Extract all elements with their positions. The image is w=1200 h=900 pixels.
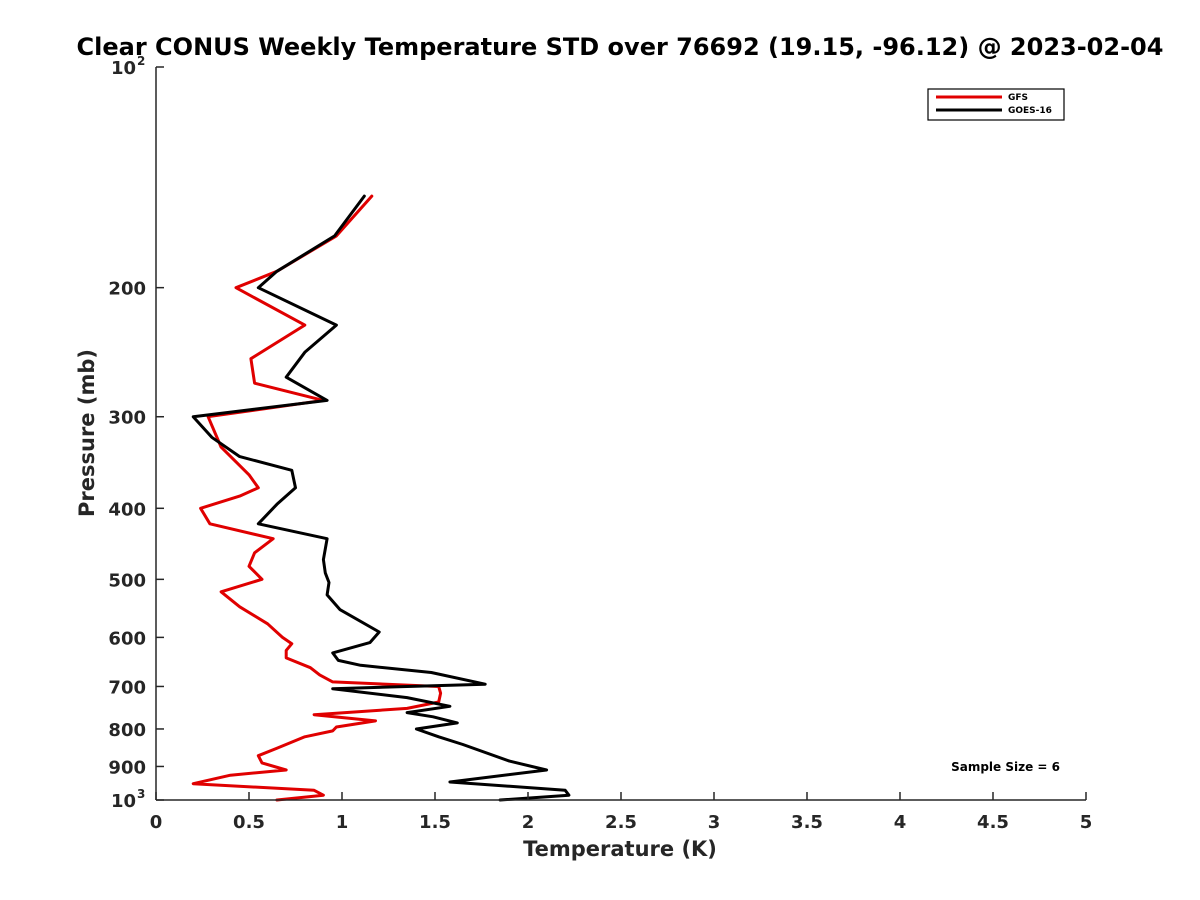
ticks-layer: 0 0.5 1 1.5 2 2.5 3 3.5 4 4.5 510 22003004005006007… [108, 54, 1092, 833]
y-tick-label: 700 [108, 677, 146, 698]
series-line-gfs [191, 194, 443, 802]
chart-title: Clear CONUS Weekly Temperature STD over … [77, 33, 1164, 61]
x-tick-label: 0.5 [233, 812, 265, 833]
x-tick-label: 0 [150, 812, 163, 833]
legend-label-gfs: GFS [1008, 93, 1028, 103]
y-tick-label: 500 [108, 570, 146, 591]
x-tick-label: 3 [708, 812, 721, 833]
legend: GFS GOES-16 [927, 88, 1065, 121]
y-tick-label: 900 [108, 757, 146, 778]
y-tick-exponent: 3 [137, 787, 145, 801]
series-line-goes16 [191, 194, 571, 802]
x-tick-label: 1 [336, 812, 349, 833]
y-tick-label: 10 [111, 791, 136, 812]
x-tick-label: 2.5 [605, 812, 637, 833]
y-tick-label: 600 [108, 628, 146, 649]
axes-layer [155, 67, 1086, 801]
x-tick-label: 3.5 [791, 812, 823, 833]
legend-label-goes16: GOES-16 [1008, 106, 1052, 116]
sample-size-annotation: Sample Size = 6 [951, 760, 1060, 774]
legend-box [927, 88, 1065, 121]
y-tick-label: 10 [111, 58, 136, 79]
x-tick-label: 5 [1080, 812, 1093, 833]
x-tick-label: 2 [522, 812, 535, 833]
y-tick-label: 800 [108, 720, 146, 741]
x-tick-label: 4 [894, 812, 907, 833]
y-tick-label: 400 [108, 499, 146, 520]
y-axis-label: Pressure (mb) [75, 349, 99, 517]
x-axis-label: Temperature (K) [523, 837, 717, 861]
x-tick-label: 1.5 [419, 812, 451, 833]
series-layer [191, 194, 571, 802]
y-tick-exponent: 2 [137, 54, 145, 68]
y-tick-label: 300 [108, 408, 146, 429]
y-tick-label: 200 [108, 279, 146, 300]
x-tick-label: 4.5 [977, 812, 1009, 833]
